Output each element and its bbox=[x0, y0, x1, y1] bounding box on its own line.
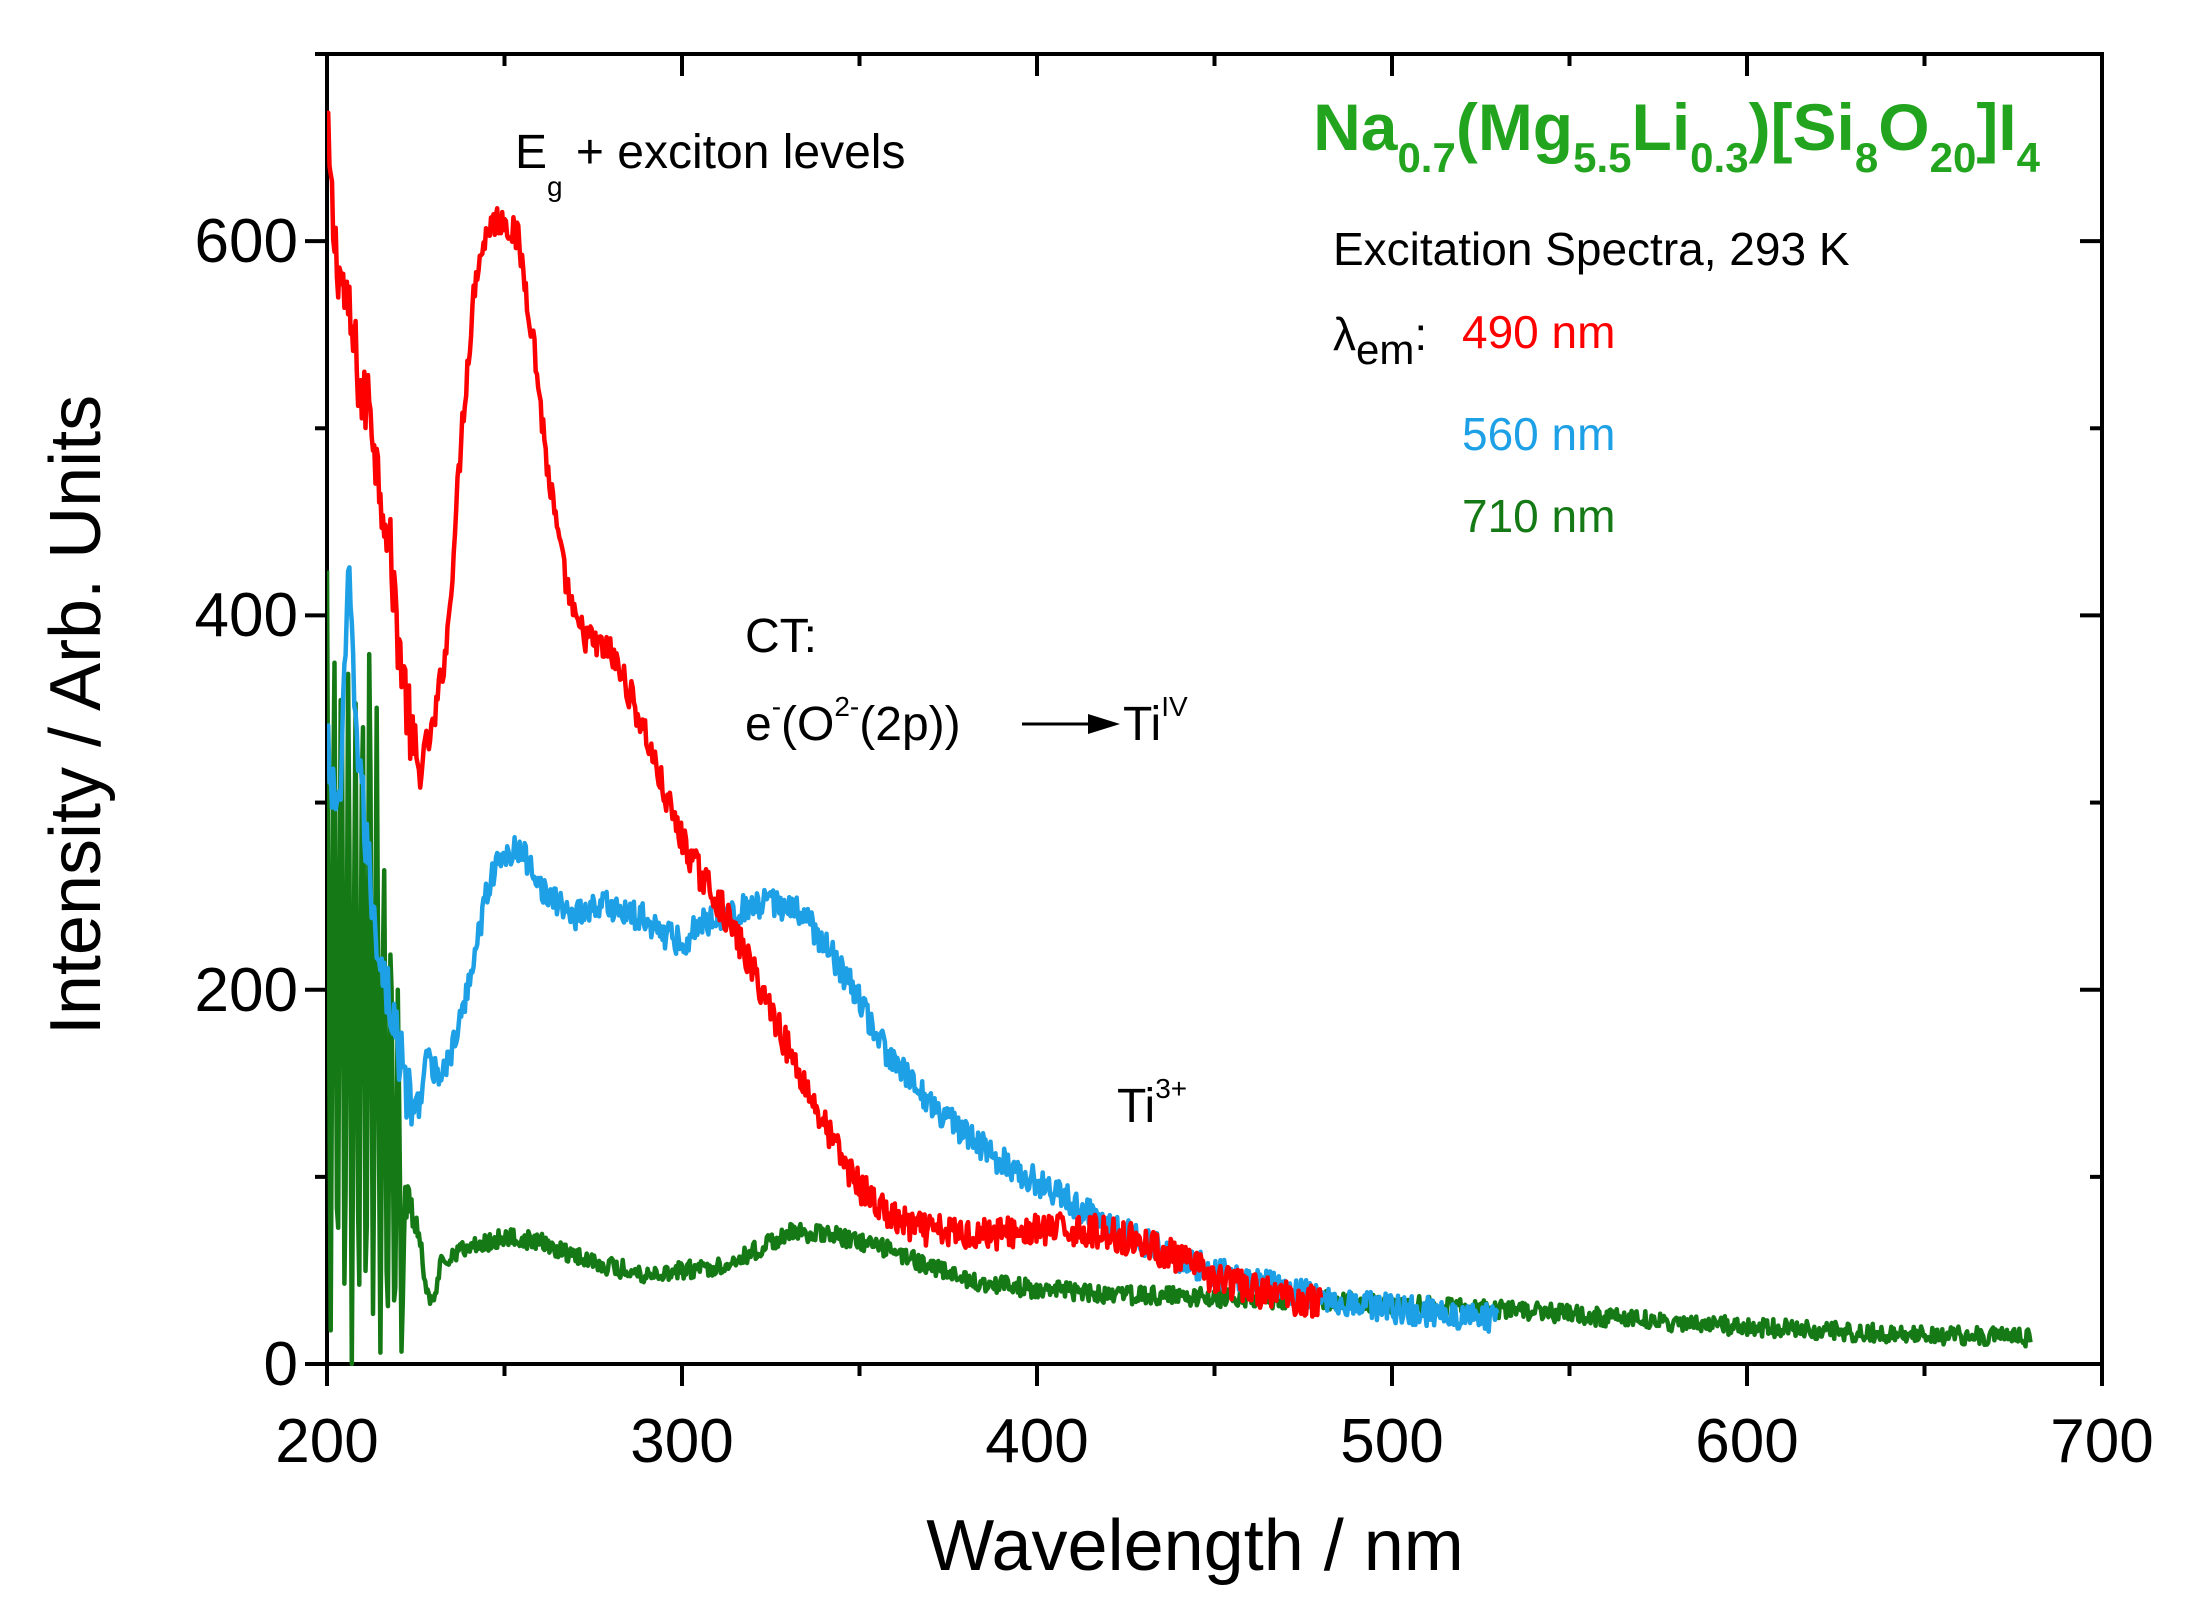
x-tick-label: 500 bbox=[1340, 1407, 1443, 1476]
series-line-490-nm bbox=[327, 110, 1324, 1319]
legend-lambda: λ bbox=[1333, 308, 1356, 360]
formula-part: 0.3 bbox=[1690, 134, 1748, 181]
formula-title: Na0.7(Mg5.5Li0.3)[Si8O20]I4 bbox=[1313, 90, 2041, 181]
legend-lambda-label: λem: bbox=[1333, 308, 1427, 373]
annotation-ct-o: (O bbox=[781, 698, 834, 751]
x-tick-label: 300 bbox=[630, 1407, 733, 1476]
y-tick-label: 400 bbox=[195, 581, 298, 650]
annotation-ti3-sup: 3+ bbox=[1155, 1073, 1187, 1104]
legend: λem: 490 nm 560 nm 710 nm bbox=[1333, 306, 1615, 542]
formula-part: (Mg bbox=[1456, 90, 1573, 164]
annotation-ct-ti-sup: IV bbox=[1161, 691, 1188, 722]
annotation-ct-title: CT: bbox=[745, 610, 817, 663]
legend-lambda-sub: em bbox=[1356, 326, 1414, 373]
y-tick-label: 600 bbox=[195, 207, 298, 276]
y-axis-title: Intensity / Arb. Units bbox=[36, 395, 116, 1035]
ct-arrow-head bbox=[1088, 714, 1120, 734]
formula-part: )[Si bbox=[1749, 90, 1855, 164]
formula-part: 20 bbox=[1930, 134, 1977, 181]
legend-entry-560: 560 nm bbox=[1462, 408, 1615, 460]
series-line-710-nm bbox=[327, 570, 2033, 1366]
y-tick-label: 200 bbox=[195, 956, 298, 1025]
annotation-eg-sub: g bbox=[547, 171, 563, 202]
formula-part: O bbox=[1878, 90, 1929, 164]
x-tick-labels: 200 300 400 500 600 700 bbox=[275, 1407, 2153, 1476]
x-tick-label: 700 bbox=[2050, 1407, 2153, 1476]
chart-subtitle: Excitation Spectra, 293 K bbox=[1333, 223, 1850, 275]
x-axis-title: Wavelength / nm bbox=[926, 1506, 1464, 1586]
x-tick-label: 400 bbox=[985, 1407, 1088, 1476]
y-tick-label: 0 bbox=[264, 1330, 298, 1399]
y-tick-labels: 0 200 400 600 bbox=[195, 207, 298, 1399]
formula-part: 8 bbox=[1855, 134, 1878, 181]
legend-entry-710: 710 nm bbox=[1462, 490, 1615, 542]
annotation-ct-ti: TiIV bbox=[1123, 691, 1188, 751]
formula-part: 0.7 bbox=[1397, 134, 1455, 181]
ticks-layer bbox=[305, 52, 2104, 1386]
annotation-ct-e: e bbox=[745, 698, 772, 751]
annotation-ct-rest: (2p)) bbox=[859, 698, 960, 751]
formula-part: Na bbox=[1313, 90, 1399, 164]
series-line-560-nm bbox=[327, 565, 1500, 1334]
annotation-ct-e-sup: - bbox=[772, 691, 781, 722]
legend-entry-490: 490 nm bbox=[1462, 306, 1615, 358]
formula-part: ]I bbox=[1976, 90, 2016, 164]
annotation-ct-o-sup: 2- bbox=[834, 691, 859, 722]
annotation-eg-rest: + exciton levels bbox=[563, 126, 906, 179]
formula-part: Li bbox=[1632, 90, 1691, 164]
formula-part: 4 bbox=[2017, 134, 2041, 181]
legend-lambda-colon: : bbox=[1414, 308, 1427, 360]
formula-part: 5.5 bbox=[1573, 134, 1631, 181]
annotation-eg-exciton: Eg + exciton levels bbox=[515, 126, 905, 202]
x-tick-label: 200 bbox=[275, 1407, 378, 1476]
series-layer bbox=[327, 110, 2033, 1366]
annotation-ct-ti-base: Ti bbox=[1123, 698, 1161, 751]
x-tick-label: 600 bbox=[1695, 1407, 1798, 1476]
annotation-eg-base: E bbox=[515, 126, 547, 179]
annotation-ti3: Ti3+ bbox=[1117, 1073, 1187, 1133]
annotation-ti3-base: Ti bbox=[1117, 1080, 1155, 1133]
annotation-ct-line: e-(O2-(2p)) bbox=[745, 691, 961, 751]
